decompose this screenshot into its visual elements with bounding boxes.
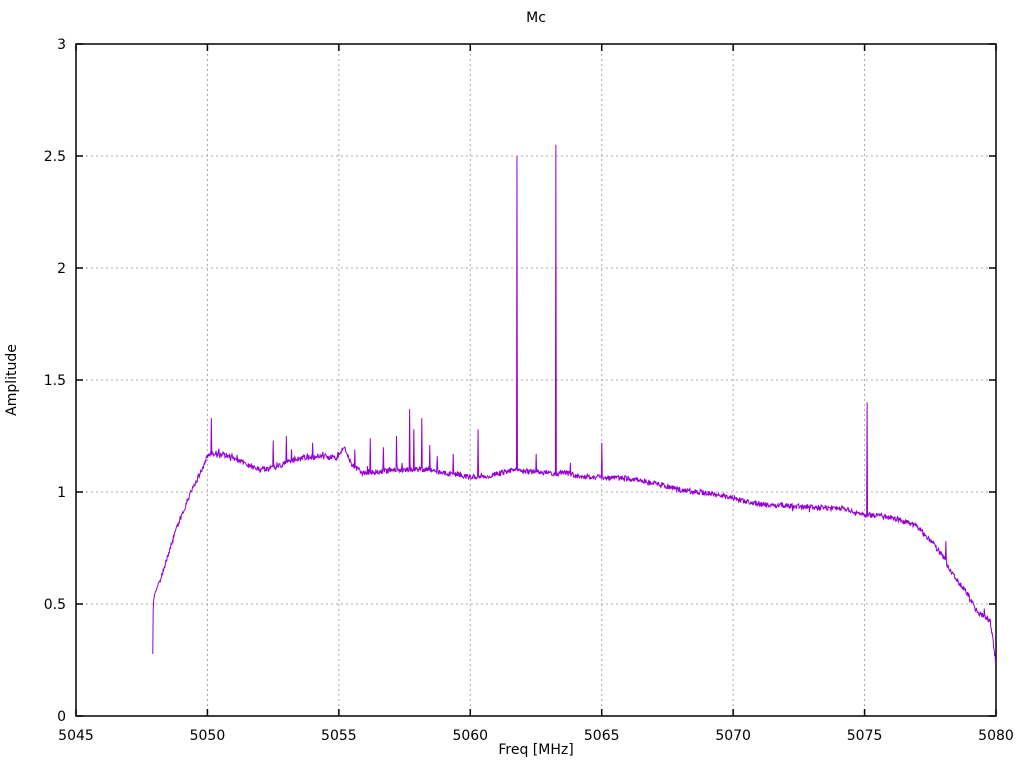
y-tick-label: 1.5 bbox=[44, 373, 66, 389]
y-tick-label: 3 bbox=[57, 37, 66, 53]
x-tick-label: 5060 bbox=[452, 728, 488, 744]
series-line bbox=[152, 144, 997, 665]
y-tick-label: 0.5 bbox=[44, 597, 66, 613]
x-tick-label: 5080 bbox=[978, 728, 1014, 744]
x-tick-label: 5045 bbox=[58, 728, 94, 744]
x-tick-label: 5075 bbox=[847, 728, 883, 744]
x-tick-label: 5065 bbox=[584, 728, 620, 744]
x-tick-label: 5055 bbox=[321, 728, 357, 744]
y-tick-label: 2.5 bbox=[44, 149, 66, 165]
x-axis-label: Freq [MHz] bbox=[498, 742, 574, 758]
y-tick-label: 2 bbox=[57, 261, 66, 277]
chart-title: Mc bbox=[526, 10, 546, 26]
y-axis-label: Amplitude bbox=[4, 344, 20, 416]
y-tick-label: 1 bbox=[57, 485, 66, 501]
x-tick-label: 5070 bbox=[715, 728, 751, 744]
y-tick-label: 0 bbox=[57, 709, 66, 725]
x-tick-label: 5050 bbox=[190, 728, 226, 744]
